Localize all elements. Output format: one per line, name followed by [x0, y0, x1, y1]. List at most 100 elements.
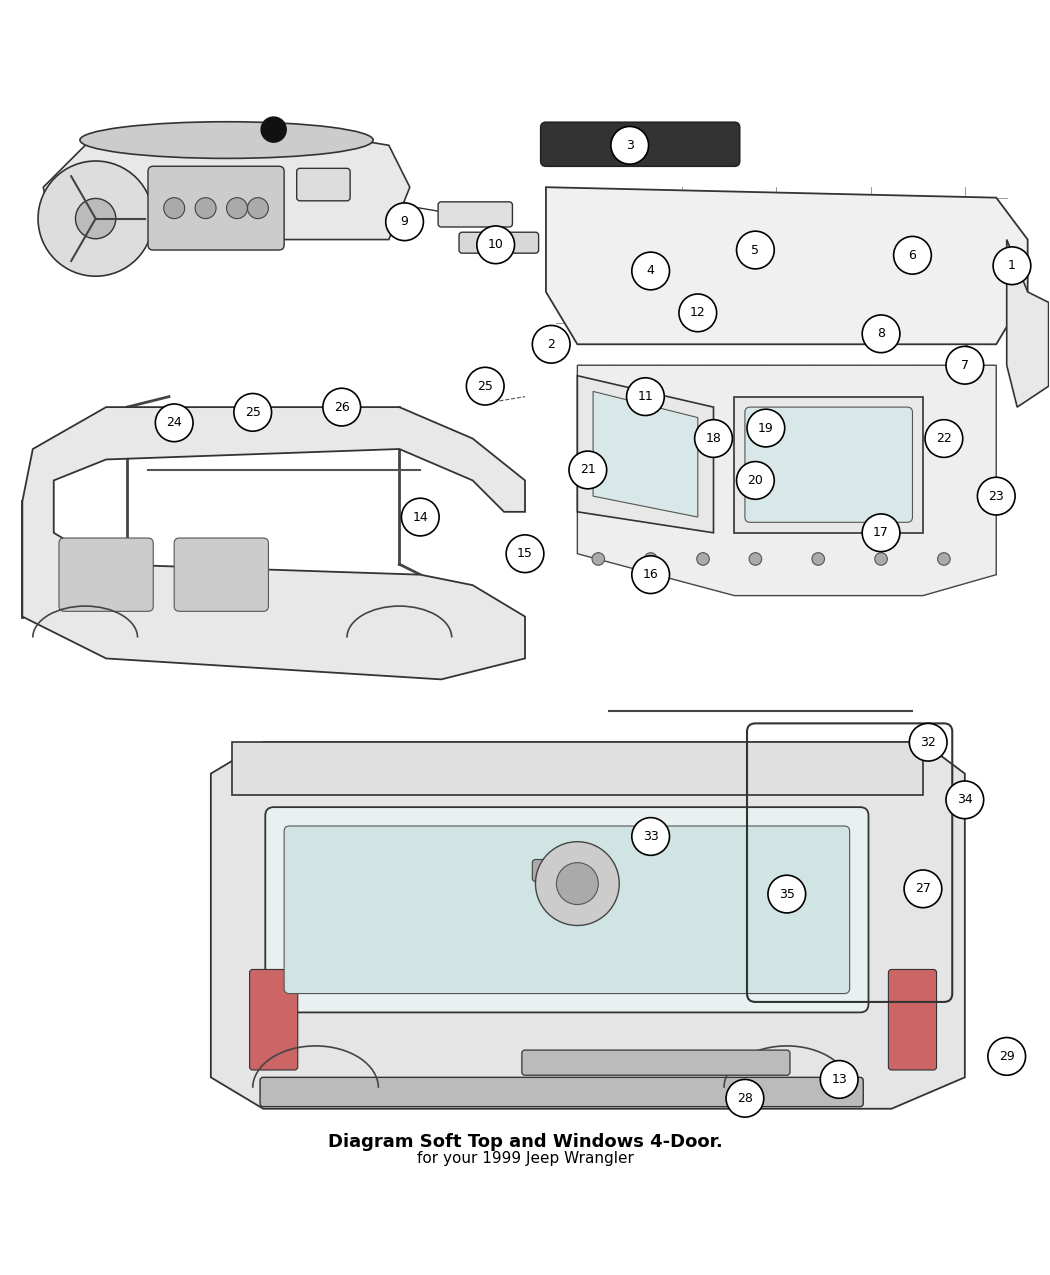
Circle shape: [323, 389, 360, 426]
Circle shape: [736, 462, 774, 500]
Text: for your 1999 Jeep Wrangler: for your 1999 Jeep Wrangler: [417, 1151, 633, 1167]
Text: 35: 35: [779, 887, 795, 900]
Text: 6: 6: [908, 249, 917, 261]
Circle shape: [747, 409, 784, 448]
Circle shape: [385, 203, 423, 241]
Circle shape: [536, 842, 620, 926]
Text: 25: 25: [478, 380, 493, 393]
FancyBboxPatch shape: [174, 538, 269, 611]
Text: 7: 7: [961, 358, 969, 372]
Circle shape: [894, 236, 931, 274]
Circle shape: [532, 325, 570, 363]
Circle shape: [875, 552, 887, 565]
Circle shape: [227, 198, 248, 218]
Text: 17: 17: [874, 527, 889, 539]
Polygon shape: [1007, 240, 1049, 407]
Text: 8: 8: [877, 328, 885, 340]
Circle shape: [261, 117, 287, 143]
Circle shape: [736, 231, 774, 269]
Circle shape: [695, 419, 732, 458]
Circle shape: [812, 552, 824, 565]
Text: 18: 18: [706, 432, 721, 445]
Text: 5: 5: [752, 244, 759, 256]
Circle shape: [768, 875, 805, 913]
Circle shape: [988, 1038, 1026, 1075]
Circle shape: [611, 126, 649, 164]
Polygon shape: [22, 407, 525, 680]
FancyBboxPatch shape: [532, 859, 602, 881]
Text: 23: 23: [988, 490, 1004, 502]
Circle shape: [697, 552, 710, 565]
Circle shape: [38, 161, 153, 277]
Polygon shape: [734, 397, 923, 533]
Text: 16: 16: [643, 569, 658, 581]
Text: 21: 21: [580, 463, 595, 477]
FancyBboxPatch shape: [59, 538, 153, 611]
Ellipse shape: [80, 121, 373, 158]
Polygon shape: [578, 376, 714, 533]
Text: 2: 2: [547, 338, 555, 351]
FancyBboxPatch shape: [266, 807, 868, 1012]
Text: 13: 13: [832, 1074, 847, 1086]
Circle shape: [155, 404, 193, 441]
Circle shape: [909, 723, 947, 761]
Circle shape: [466, 367, 504, 405]
Circle shape: [938, 552, 950, 565]
Polygon shape: [211, 742, 965, 1109]
Text: 26: 26: [334, 400, 350, 413]
Text: 9: 9: [401, 215, 408, 228]
FancyBboxPatch shape: [260, 1077, 863, 1107]
Text: 25: 25: [245, 405, 260, 419]
Circle shape: [569, 451, 607, 488]
Circle shape: [726, 1080, 763, 1117]
Text: 14: 14: [413, 510, 428, 524]
Circle shape: [925, 419, 963, 458]
Circle shape: [632, 252, 670, 289]
Text: Diagram Soft Top and Windows 4-Door.: Diagram Soft Top and Windows 4-Door.: [328, 1132, 722, 1150]
Text: 4: 4: [647, 264, 654, 278]
Circle shape: [632, 817, 670, 856]
Text: 28: 28: [737, 1091, 753, 1104]
FancyBboxPatch shape: [459, 232, 539, 254]
Circle shape: [234, 394, 272, 431]
Polygon shape: [546, 187, 1028, 344]
FancyBboxPatch shape: [888, 969, 937, 1070]
Circle shape: [401, 499, 439, 536]
Polygon shape: [578, 365, 996, 595]
Text: 32: 32: [920, 736, 936, 748]
FancyBboxPatch shape: [285, 826, 849, 993]
Text: 20: 20: [748, 474, 763, 487]
Text: 29: 29: [999, 1049, 1014, 1063]
Circle shape: [632, 556, 670, 594]
Circle shape: [248, 198, 269, 218]
Text: 10: 10: [488, 238, 504, 251]
Circle shape: [164, 198, 185, 218]
Text: 1: 1: [1008, 259, 1016, 273]
FancyBboxPatch shape: [744, 407, 912, 523]
Text: 11: 11: [637, 390, 653, 403]
Text: 24: 24: [166, 417, 182, 430]
Circle shape: [820, 1061, 858, 1098]
Text: 33: 33: [643, 830, 658, 843]
Circle shape: [862, 315, 900, 353]
Circle shape: [862, 514, 900, 552]
Polygon shape: [593, 391, 698, 518]
Text: 3: 3: [626, 139, 633, 152]
FancyBboxPatch shape: [522, 1051, 790, 1075]
Circle shape: [993, 247, 1031, 284]
Text: 12: 12: [690, 306, 706, 319]
Circle shape: [679, 295, 717, 332]
Polygon shape: [43, 125, 410, 240]
FancyBboxPatch shape: [148, 166, 285, 250]
Circle shape: [477, 226, 514, 264]
FancyBboxPatch shape: [250, 969, 298, 1070]
Polygon shape: [232, 742, 923, 794]
Circle shape: [627, 377, 665, 416]
Text: 34: 34: [957, 793, 972, 806]
Circle shape: [749, 552, 761, 565]
Circle shape: [946, 782, 984, 819]
FancyBboxPatch shape: [297, 168, 350, 200]
Circle shape: [946, 347, 984, 384]
Circle shape: [506, 536, 544, 572]
Circle shape: [978, 477, 1015, 515]
